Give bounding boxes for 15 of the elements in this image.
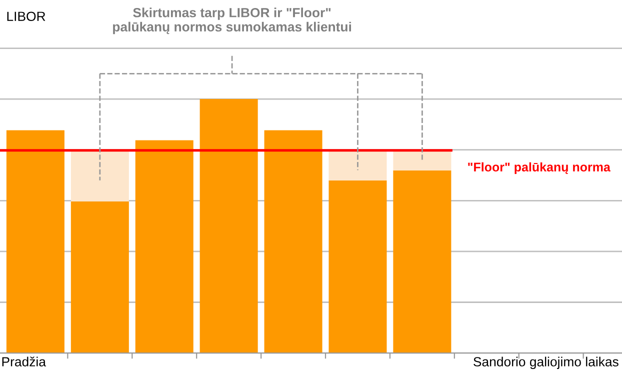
bar (328, 180, 387, 354)
text: Sandorio galiojimo laikas (474, 356, 618, 370)
ref-line-label: "Floor" palūkanų norma (468, 162, 610, 174)
text: Skirtumas tarp LIBOR ir "Floor" palūkanų normos sumokamas klientui (113, 8, 351, 34)
text: LIBOR (7, 12, 46, 22)
bar (200, 99, 258, 354)
bar (70, 201, 129, 354)
bar (393, 150, 452, 170)
text: Pradžia (2, 356, 46, 366)
bar (264, 130, 322, 354)
bar (70, 150, 129, 202)
bar (328, 150, 387, 180)
bar (393, 170, 452, 354)
bar (135, 140, 194, 354)
bar (6, 130, 64, 354)
